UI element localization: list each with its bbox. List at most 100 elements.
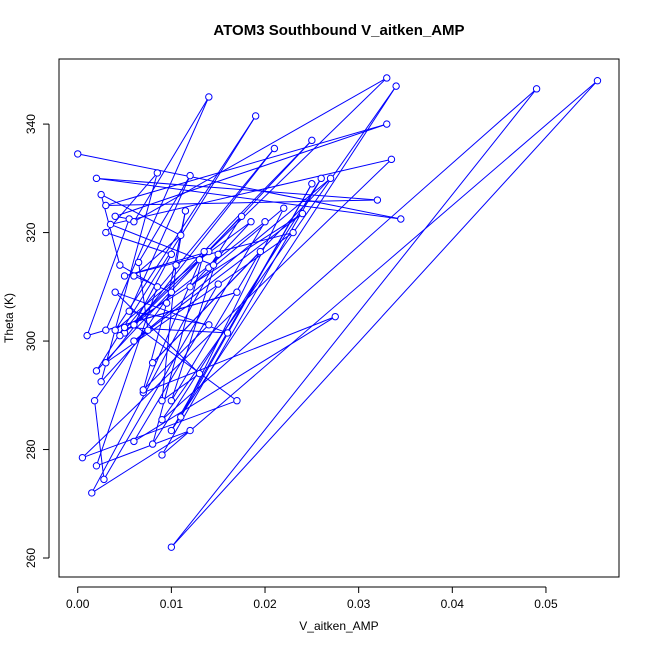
series-segment bbox=[124, 213, 303, 328]
data-point bbox=[177, 413, 185, 421]
series-segment bbox=[152, 177, 331, 364]
series-segment bbox=[105, 172, 158, 233]
data-point bbox=[233, 288, 241, 296]
data-point bbox=[83, 331, 91, 340]
data-point bbox=[102, 359, 110, 367]
data-point bbox=[186, 171, 194, 180]
data-point bbox=[88, 489, 96, 497]
series-segment bbox=[82, 400, 238, 459]
data-point bbox=[116, 331, 124, 340]
data-point bbox=[397, 215, 405, 223]
x-axis-label: V_aitken_AMP bbox=[299, 619, 378, 633]
x-tick-label: 0.00 bbox=[66, 597, 90, 611]
series-segment bbox=[94, 291, 172, 402]
data-point bbox=[148, 359, 157, 367]
data-point bbox=[78, 453, 87, 462]
data-point bbox=[251, 112, 260, 120]
data-point bbox=[130, 437, 138, 446]
data-point bbox=[139, 386, 147, 394]
data-point bbox=[383, 74, 391, 82]
data-point bbox=[106, 220, 115, 229]
data-point bbox=[102, 326, 110, 334]
y-tick-label: 300 bbox=[24, 331, 38, 351]
series-segment bbox=[133, 324, 238, 402]
data-point bbox=[111, 288, 119, 296]
data-point bbox=[195, 369, 204, 378]
data-point bbox=[331, 312, 339, 321]
data-point bbox=[308, 180, 316, 188]
data-point bbox=[233, 397, 241, 405]
series-segment bbox=[133, 234, 182, 277]
data-point bbox=[223, 329, 232, 337]
data-point bbox=[289, 228, 297, 237]
data-point bbox=[532, 85, 541, 93]
series-segment bbox=[161, 373, 200, 402]
series-segment bbox=[161, 85, 397, 420]
series-segment bbox=[170, 85, 397, 431]
data-point bbox=[270, 144, 279, 153]
data-point bbox=[167, 543, 176, 551]
series-segment bbox=[152, 178, 322, 445]
data-point bbox=[74, 150, 82, 158]
series-segment bbox=[133, 96, 210, 222]
series-segment bbox=[166, 210, 186, 304]
data-point bbox=[200, 247, 208, 256]
data-point bbox=[205, 321, 213, 329]
data-point bbox=[144, 326, 152, 334]
data-point bbox=[214, 280, 222, 288]
data-point bbox=[100, 475, 108, 484]
series-segment bbox=[143, 316, 336, 394]
data-point bbox=[326, 174, 335, 183]
data-point bbox=[111, 326, 119, 334]
data-point bbox=[130, 321, 138, 329]
data-point bbox=[280, 204, 288, 212]
series-segment bbox=[171, 80, 598, 548]
chart-title: ATOM3 Southbound V_aitken_AMP bbox=[213, 22, 464, 39]
data-point bbox=[120, 272, 129, 280]
series-segment bbox=[170, 254, 219, 401]
data-point bbox=[237, 212, 246, 220]
series-segment bbox=[138, 175, 191, 263]
data-point bbox=[167, 250, 176, 258]
series-segment bbox=[142, 324, 210, 391]
data-point bbox=[158, 416, 166, 424]
series-segment bbox=[114, 291, 200, 374]
series-segment bbox=[114, 115, 257, 331]
data-point bbox=[205, 93, 213, 101]
x-tick-label: 0.05 bbox=[534, 597, 558, 611]
data-point bbox=[261, 218, 269, 226]
series-segment bbox=[119, 148, 275, 336]
series-segment bbox=[170, 88, 537, 548]
data-point bbox=[383, 120, 391, 128]
data-point bbox=[125, 307, 133, 315]
data-point bbox=[92, 367, 101, 375]
data-point bbox=[153, 169, 162, 177]
data-point bbox=[97, 190, 105, 199]
data-point bbox=[130, 337, 138, 345]
data-point bbox=[167, 397, 176, 405]
data-point bbox=[162, 299, 171, 307]
data-point bbox=[130, 272, 138, 280]
series-segment bbox=[77, 153, 401, 220]
data-point bbox=[172, 261, 180, 269]
series-segment bbox=[124, 326, 228, 334]
data-point bbox=[92, 174, 101, 183]
data-point bbox=[158, 451, 166, 459]
data-point bbox=[392, 82, 400, 90]
plot-frame bbox=[58, 58, 620, 578]
data-point bbox=[116, 261, 124, 269]
x-tick-label: 0.02 bbox=[253, 597, 277, 611]
data-point bbox=[256, 247, 265, 256]
series-segment bbox=[103, 283, 219, 480]
series-segment bbox=[142, 302, 168, 390]
series-segment bbox=[133, 275, 172, 293]
data-point bbox=[153, 283, 162, 291]
x-axis: 0.00 0.01 0.02 0.03 0.04 0.05 bbox=[66, 586, 558, 611]
data-point bbox=[186, 426, 194, 435]
series-segment bbox=[100, 172, 158, 382]
data-point bbox=[186, 283, 194, 291]
data-point bbox=[593, 76, 602, 85]
data-point bbox=[308, 136, 316, 145]
series-segment bbox=[105, 232, 172, 255]
